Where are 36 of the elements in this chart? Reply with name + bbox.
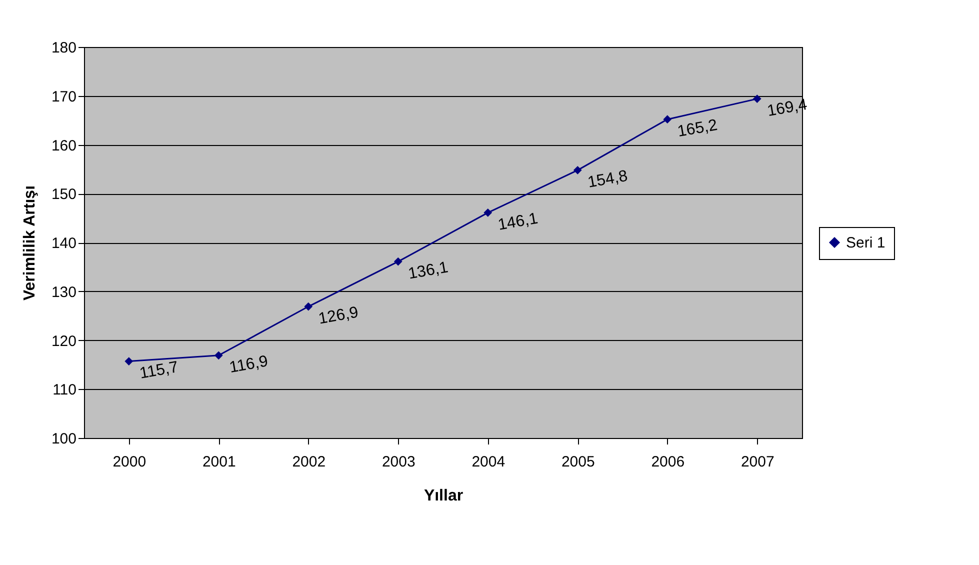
x-tick-label: 2003 <box>382 454 416 470</box>
point <box>484 208 492 217</box>
y-tick-label: 130 <box>51 284 76 301</box>
point <box>304 302 313 311</box>
legend-label: Seri 1 <box>846 234 886 252</box>
x-axis-title: Yıllar <box>424 488 464 504</box>
y-axis-title: Verimlilik Artışı <box>21 185 38 301</box>
y-tick-label: 150 <box>51 186 76 204</box>
data-label: 136,1 <box>407 259 450 283</box>
point <box>214 351 223 360</box>
point <box>663 115 672 124</box>
x-tick-label: 2002 <box>292 454 326 470</box>
point <box>752 94 762 103</box>
data-label: 146,1 <box>496 210 540 234</box>
y-tick-label: 100 <box>51 430 76 448</box>
y-tick-label: 120 <box>51 332 76 350</box>
x-tick-label: 2005 <box>561 454 595 470</box>
y-tick-label: 110 <box>52 382 76 399</box>
point <box>573 166 582 174</box>
x-tick-label: 2004 <box>472 454 506 470</box>
x-tick-label: 2000 <box>112 454 146 470</box>
y-tick-label: 170 <box>51 88 76 106</box>
x-tick-label: 2007 <box>740 454 774 470</box>
point <box>124 357 134 366</box>
point <box>394 257 402 266</box>
data-label: 154,8 <box>586 168 630 192</box>
data-label: 126,9 <box>317 304 360 328</box>
data-label: 115,7 <box>138 358 180 382</box>
y-tick-label: 140 <box>51 235 76 252</box>
y-tick-label: 160 <box>51 137 76 154</box>
data-label: 116,9 <box>228 353 270 377</box>
data-label: 165,2 <box>676 116 719 141</box>
x-tick-label: 2006 <box>651 454 685 470</box>
data-label: 169,4 <box>766 96 809 120</box>
y-tick-label: 180 <box>51 40 76 56</box>
x-tick-label: 2001 <box>202 454 236 470</box>
